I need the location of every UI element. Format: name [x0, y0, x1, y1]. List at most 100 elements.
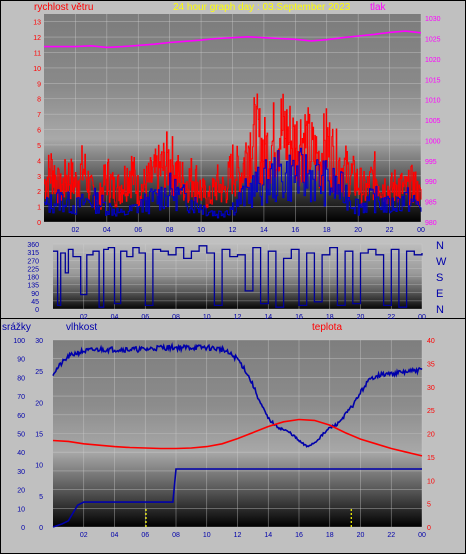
humidity-y-tick-50: 50 [17, 432, 25, 439]
wind-axis-label: rychlost větru [34, 2, 94, 13]
direction-y-tick-270: 270 [27, 258, 39, 265]
wind-x-tick-06: 06 [134, 227, 142, 234]
direction-x-tick-22: 22 [387, 314, 395, 321]
series-rain [52, 468, 422, 528]
direction-y-tick-0: 0 [35, 307, 39, 314]
series-pressure [44, 30, 422, 49]
pressure-y-tick-990: 990 [425, 179, 437, 186]
temp-y-tick-25: 25 [427, 408, 435, 415]
humidity-y-tick-60: 60 [17, 413, 25, 420]
temperature-axis-label: teplota [312, 322, 343, 333]
lower-x-tick-22: 22 [387, 532, 395, 539]
lower-x-tick-02: 02 [80, 532, 88, 539]
wind-x-tick-02: 02 [72, 227, 80, 234]
direction-x-tick-08: 08 [172, 314, 180, 321]
temp-y-tick-5: 5 [427, 502, 431, 509]
humidity-y-tick-90: 90 [17, 357, 25, 364]
compass-n-top: N [436, 240, 444, 252]
direction-x-tick-00: 00 [418, 314, 426, 321]
pressure-y-tick-980: 980 [425, 220, 437, 227]
series-wind-direction [53, 245, 423, 308]
chart-title: 24 hour graph day : 03.September 2023 [173, 2, 351, 13]
rain-axis-label: srážky [2, 322, 31, 333]
wind-x-tick-14: 14 [260, 227, 268, 234]
wind-y-tick-0: 0 [37, 220, 41, 227]
lower-x-tick-00: 00 [418, 532, 426, 539]
wind-y-tick-6: 6 [37, 128, 41, 135]
direction-y-tick-90: 90 [31, 291, 39, 298]
wind-x-tick-18: 18 [323, 227, 331, 234]
pressure-y-tick-985: 985 [425, 200, 437, 207]
pressure-y-tick-1000: 1000 [425, 138, 441, 145]
temp-y-tick-20: 20 [427, 432, 435, 439]
direction-y-tick-225: 225 [27, 266, 39, 273]
wind-y-tick-4: 4 [37, 158, 41, 165]
temp-y-tick-0: 0 [427, 525, 431, 532]
humidity-y-tick-100: 100 [13, 338, 25, 345]
rain-y-tick-15: 15 [35, 432, 43, 439]
wind-y-tick-13: 13 [33, 20, 41, 27]
wind-x-tick-04: 04 [103, 227, 111, 234]
wind-y-tick-11: 11 [34, 51, 41, 58]
pressure-y-tick-1005: 1005 [425, 118, 441, 125]
direction-x-tick-06: 06 [141, 314, 149, 321]
direction-y-tick-180: 180 [27, 275, 39, 282]
wind-y-tick-12: 12 [33, 35, 41, 42]
wind-y-tick-9: 9 [37, 81, 41, 88]
pressure-y-tick-1025: 1025 [425, 36, 441, 43]
series-wind-average [44, 147, 422, 219]
lower-x-tick-10: 10 [203, 532, 211, 539]
rain-y-tick-25: 25 [35, 369, 43, 376]
wind-x-tick-10: 10 [197, 227, 205, 234]
direction-x-tick-16: 16 [295, 314, 303, 321]
pressure-y-tick-1030: 1030 [425, 16, 441, 23]
pressure-y-tick-995: 995 [425, 159, 437, 166]
lower-x-tick-14: 14 [264, 532, 272, 539]
temp-y-tick-10: 10 [427, 478, 435, 485]
wind-x-tick-22: 22 [386, 227, 394, 234]
direction-y-tick-315: 315 [27, 250, 39, 257]
rain-y-tick-20: 20 [35, 400, 43, 407]
wind-x-tick-08: 08 [166, 227, 174, 234]
rain-y-tick-10: 10 [35, 463, 43, 470]
direction-x-tick-10: 10 [203, 314, 211, 321]
compass-w: W [436, 256, 447, 268]
wind-y-tick-8: 8 [37, 97, 41, 104]
lower-x-tick-12: 12 [234, 532, 242, 539]
direction-x-tick-20: 20 [357, 314, 365, 321]
wind-x-tick-12: 12 [229, 227, 237, 234]
humidity-y-tick-10: 10 [17, 506, 25, 513]
direction-x-tick-18: 18 [326, 314, 334, 321]
series-temperature [52, 418, 423, 457]
temp-y-tick-15: 15 [427, 455, 435, 462]
rain-y-tick-30: 30 [35, 338, 43, 345]
series-humidity [52, 341, 423, 448]
direction-y-tick-135: 135 [27, 283, 39, 290]
wind-y-tick-10: 10 [33, 66, 41, 73]
series-wind-gust [44, 93, 422, 210]
lower-x-tick-16: 16 [295, 532, 303, 539]
wind-x-tick-20: 20 [354, 227, 362, 234]
wind-y-tick-5: 5 [37, 143, 41, 150]
direction-x-tick-12: 12 [234, 314, 242, 321]
lower-x-tick-08: 08 [172, 532, 180, 539]
compass-n-bottom: N [436, 304, 444, 316]
tick-labels: 02 04 06 08 10 12 14 16 18 20 22 000123456789101112… [13, 16, 440, 539]
direction-x-tick-14: 14 [264, 314, 272, 321]
direction-y-tick-360: 360 [27, 242, 39, 249]
direction-y-tick-45: 45 [31, 299, 39, 306]
humidity-y-tick-30: 30 [17, 469, 25, 476]
wind-y-tick-7: 7 [37, 112, 41, 119]
humidity-y-tick-20: 20 [17, 488, 25, 495]
humidity-axis-label: vlhkost [66, 322, 98, 333]
humidity-y-tick-0: 0 [21, 525, 25, 532]
compass-e: E [436, 288, 444, 300]
temp-y-tick-40: 40 [427, 338, 435, 345]
humidity-y-tick-80: 80 [17, 375, 25, 382]
wind-y-tick-2: 2 [37, 189, 41, 196]
pressure-y-tick-1010: 1010 [425, 98, 441, 105]
pressure-y-tick-1015: 1015 [425, 77, 441, 84]
direction-x-tick-04: 04 [111, 314, 119, 321]
lower-x-tick-20: 20 [357, 532, 365, 539]
